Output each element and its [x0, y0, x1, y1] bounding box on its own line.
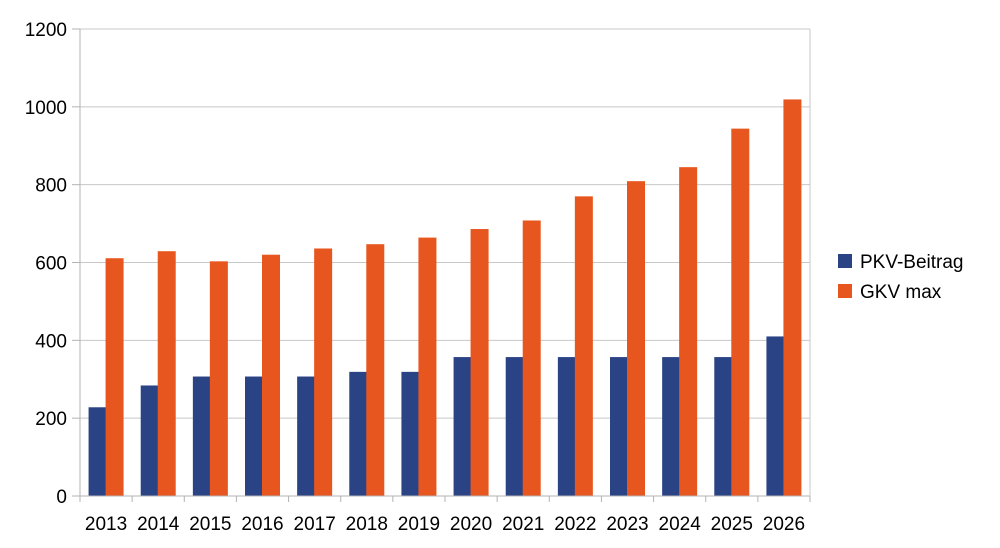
y-axis-ticks: 0 200 400 600 800 1000 1200 — [25, 20, 80, 508]
bar-pkv-beitrag — [349, 371, 368, 496]
legend: PKV-Beitrag GKV max — [838, 252, 964, 303]
bar-gkv-max — [679, 167, 698, 496]
bar-pkv-beitrag — [453, 357, 472, 496]
bar-pkv-beitrag — [297, 376, 316, 496]
x-tick-label: 2015 — [189, 514, 231, 535]
bar-gkv-max — [157, 251, 176, 496]
bar-pkv-beitrag — [662, 357, 681, 496]
legend-label: PKV-Beitrag — [860, 252, 964, 273]
grid-lines — [80, 28, 810, 419]
bar-gkv-max — [731, 128, 750, 497]
x-tick-label: 2022 — [554, 514, 596, 535]
bar-gkv-max — [783, 99, 802, 497]
bars — [88, 99, 802, 497]
bar-gkv-max — [366, 244, 385, 496]
bar-gkv-max — [314, 248, 333, 496]
bar-gkv-max — [209, 261, 228, 496]
bar-pkv-beitrag — [557, 357, 576, 496]
legend-swatch — [838, 284, 852, 298]
bar-gkv-max — [574, 196, 593, 496]
bar-gkv-max — [105, 258, 124, 496]
bar-gkv-max — [470, 229, 489, 496]
legend-label: GKV max — [860, 282, 942, 303]
x-tick-label: 2020 — [450, 514, 492, 535]
y-tick-label: 400 — [35, 331, 67, 352]
bar-pkv-beitrag — [401, 371, 420, 496]
x-tick-label: 2014 — [137, 514, 180, 535]
x-tick-label: 2021 — [502, 514, 544, 535]
y-tick-label: 600 — [35, 254, 67, 275]
x-tick-label: 2026 — [763, 514, 805, 535]
x-axis-ticks: 2013 2014 2015 2016 2017 2018 2019 2020 2021 2022… — [79, 496, 811, 535]
x-tick-label: 2023 — [606, 514, 648, 535]
bar-pkv-beitrag — [192, 376, 211, 496]
x-tick-label: 2025 — [711, 514, 753, 535]
x-tick-label: 2017 — [294, 514, 336, 535]
bar-pkv-beitrag — [714, 357, 733, 496]
x-tick-label: 2016 — [241, 514, 283, 535]
bar-pkv-beitrag — [610, 357, 628, 496]
x-tick-label: 2019 — [398, 514, 440, 535]
bar-pkv-beitrag — [766, 336, 785, 496]
x-tick-label: 2018 — [346, 514, 388, 535]
y-tick-label: 800 — [35, 176, 67, 197]
bar-gkv-max — [627, 181, 645, 496]
bar-pkv-beitrag — [245, 376, 263, 496]
bar-gkv-max — [262, 254, 280, 496]
bar-gkv-max — [418, 237, 437, 497]
y-tick-label: 0 — [56, 487, 67, 508]
y-tick-label: 1000 — [25, 98, 67, 119]
legend-swatch — [838, 254, 852, 268]
bar-pkv-beitrag — [505, 357, 524, 496]
y-tick-label: 200 — [35, 409, 67, 430]
bar-pkv-beitrag — [140, 385, 159, 496]
y-tick-label: 1200 — [25, 20, 67, 41]
x-tick-label: 2013 — [85, 514, 127, 535]
bar-pkv-beitrag — [88, 407, 107, 496]
bar-gkv-max — [522, 220, 541, 496]
x-tick-label: 2024 — [659, 514, 702, 535]
